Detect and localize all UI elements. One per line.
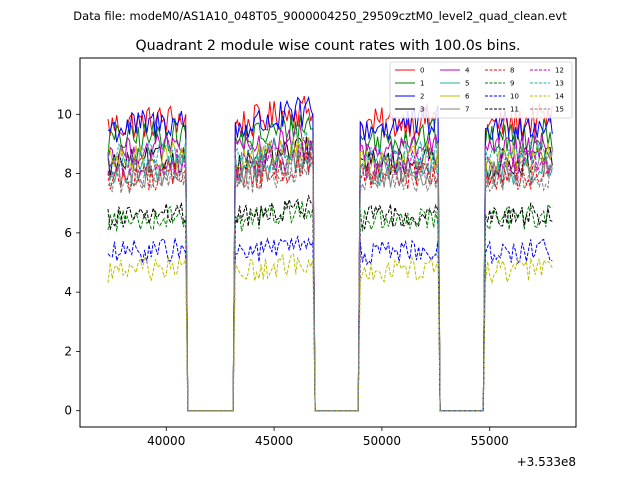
legend-label-1: 1 xyxy=(420,80,424,88)
legend-label-14: 14 xyxy=(555,93,564,101)
legend-label-6: 6 xyxy=(465,93,470,101)
chart-suptitle: Data file: modeM0/AS1A10_048T05_90000042… xyxy=(73,9,567,23)
legend-label-9: 9 xyxy=(510,80,514,88)
x-tick-label: 55000 xyxy=(471,434,509,448)
axes-frame xyxy=(79,57,577,428)
legend-label-15: 15 xyxy=(555,106,564,114)
legend-label-0: 0 xyxy=(420,67,424,75)
series-line-14 xyxy=(107,253,553,412)
legend-label-4: 4 xyxy=(465,67,470,75)
legend-frame xyxy=(389,61,573,119)
legend-label-8: 8 xyxy=(510,67,514,75)
series-group xyxy=(107,95,553,412)
legend-label-2: 2 xyxy=(420,93,424,101)
series-line-11 xyxy=(107,194,553,412)
series-line-12 xyxy=(107,141,553,412)
legend-label-13: 13 xyxy=(555,80,564,88)
chart-title: Quadrant 2 module wise count rates with … xyxy=(135,38,520,54)
y-tick-label: 10 xyxy=(57,107,72,121)
legend-label-3: 3 xyxy=(420,106,424,114)
x-axis: 40000 45000 50000 55000 xyxy=(147,427,509,448)
x-tick-label: 40000 xyxy=(147,434,185,448)
y-axis: 0 2 4 6 8 10 xyxy=(57,107,80,418)
y-tick-label: 0 xyxy=(64,404,72,418)
legend-label-10: 10 xyxy=(510,93,519,101)
y-tick-label: 2 xyxy=(64,344,72,358)
legend-label-12: 12 xyxy=(555,67,564,75)
legend-label-11: 11 xyxy=(510,106,519,114)
legend-label-7: 7 xyxy=(465,106,469,114)
series-line-10 xyxy=(107,234,553,412)
x-tick-label: 45000 xyxy=(255,434,293,448)
y-tick-label: 6 xyxy=(64,226,72,240)
series-line-15 xyxy=(107,155,553,412)
y-tick-label: 4 xyxy=(64,285,72,299)
series-line-2 xyxy=(107,95,553,412)
legend-label-5: 5 xyxy=(465,80,469,88)
x-offset-label: +3.533e8 xyxy=(517,455,576,469)
x-tick-label: 50000 xyxy=(363,434,401,448)
y-tick-label: 8 xyxy=(64,167,72,181)
